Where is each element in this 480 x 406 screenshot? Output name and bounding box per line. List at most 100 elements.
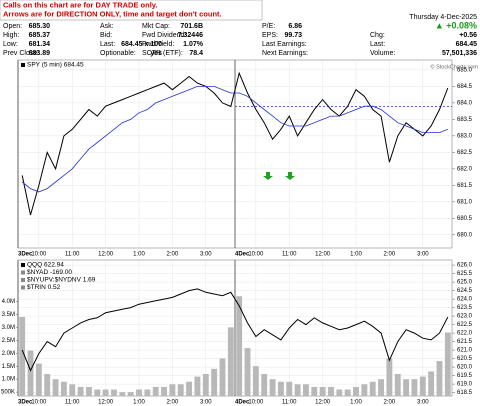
y2-tick-label: 682.5: [457, 150, 473, 156]
volume-bar: [394, 373, 401, 396]
y2-tick-label: 622.0: [457, 331, 473, 337]
volume-bar: [294, 384, 301, 396]
field-value: 7.32446: [178, 32, 203, 39]
field-value: yes: [150, 50, 162, 57]
legend-label: QQQ 622.94: [27, 262, 64, 269]
x-tick-label: 1:00: [350, 400, 362, 406]
field-value: 701.6B: [180, 23, 203, 30]
volume-bar: [353, 386, 359, 396]
y-tick-label: 1.0M: [2, 377, 15, 383]
volume-bar: [344, 389, 351, 396]
volume-bar: [236, 296, 243, 396]
field-label: Open:: [3, 23, 22, 30]
field-value: 57,501,336: [442, 50, 477, 57]
x-tick-label: 10:00: [31, 252, 47, 258]
note-box: [0, 0, 263, 21]
field-label: Mkt Cap:: [142, 23, 170, 30]
field-label: EPS:: [262, 32, 278, 39]
x-tick-label: 3:00: [417, 400, 429, 406]
y2-tick-label: 680.5: [457, 216, 473, 222]
volume-bar: [386, 358, 393, 396]
legend-swatch: [21, 63, 25, 67]
y2-tick-label: 619.0: [457, 382, 473, 388]
field-label: Prev Close:: [3, 50, 39, 57]
x-tick-label: 2:00: [167, 400, 179, 406]
volume-bar: [252, 366, 259, 396]
legend-label: $TRIN 0.52: [27, 284, 61, 291]
field-value: 78.4: [189, 50, 203, 57]
y-tick-label: 3.0M: [2, 325, 15, 331]
field-label: Low:: [3, 41, 18, 48]
volume-bar: [35, 363, 42, 396]
y2-tick-label: 620.0: [457, 365, 473, 371]
volume-bar: [127, 392, 134, 396]
field-value: 684.45: [456, 41, 478, 48]
y-tick-label: 4.0M: [2, 299, 15, 305]
x-tick-label: 4Dec: [235, 252, 250, 258]
volume-bar: [102, 389, 109, 396]
field-label: Last Earnings:: [262, 41, 307, 48]
field-label: Last:: [370, 41, 385, 48]
x-tick-label: 3:00: [200, 252, 212, 258]
field-label: Fwd Dividend:: [142, 32, 186, 39]
field-value: 1.07%: [183, 41, 204, 48]
field-value: 684.45 x 100: [121, 41, 162, 48]
note-line: Calls on this chart are for DAY TRADE on…: [3, 0, 157, 9]
volume-bar: [444, 332, 451, 396]
y2-tick-label: 623.0: [457, 314, 473, 320]
y2-tick-label: 620.5: [457, 356, 473, 362]
y2-tick-label: 622.5: [457, 322, 473, 328]
x-tick-label: 3Dec: [18, 252, 33, 258]
field-label: P/E:: [262, 23, 275, 30]
field-value: 6.86: [288, 23, 302, 30]
volume-bar: [219, 358, 226, 396]
field-value: 685.37: [29, 32, 51, 39]
price-line: [21, 86, 448, 193]
volume-bar: [378, 379, 384, 396]
volume-bar: [244, 348, 251, 396]
volume-bar: [169, 384, 176, 396]
x-tick-label: 12:00: [98, 252, 114, 258]
y-tick-label: 3.5M: [2, 312, 15, 318]
y-tick-label: 500K: [1, 390, 15, 396]
volume-bar: [52, 379, 59, 396]
volume-bar: [44, 373, 51, 396]
x-tick-label: 11:00: [282, 252, 297, 258]
x-tick-label: 2:00: [167, 252, 179, 258]
legend-swatch: [21, 270, 25, 275]
y2-tick-label: 619.5: [457, 373, 473, 379]
date: Thursday 4-Dec-2025: [409, 14, 477, 21]
x-tick-label: 12:00: [98, 400, 114, 406]
y2-tick-label: 683.0: [457, 133, 473, 139]
y2-tick-label: 624.5: [457, 288, 473, 294]
x-tick-label: 11:00: [65, 400, 80, 406]
volume-bar: [111, 389, 117, 396]
y2-tick-label: 621.5: [457, 339, 473, 345]
price-line: [21, 71, 449, 216]
y2-tick-label: 681.5: [457, 183, 473, 189]
volume-bar: [161, 386, 167, 396]
x-tick-label: 12:00: [315, 400, 331, 406]
x-tick-label: 11:00: [65, 252, 80, 258]
field-label: Bid:: [100, 32, 112, 39]
x-tick-label: 4Dec: [235, 400, 250, 406]
volume-bar: [311, 386, 318, 396]
legend-label: $NYAD -169.00: [27, 269, 72, 276]
field-value: 99.73: [284, 32, 302, 39]
volume-bar: [186, 381, 193, 396]
volume-bar: [136, 389, 142, 396]
volume-bar: [269, 379, 276, 396]
volume-bar: [69, 384, 76, 396]
volume-bar: [202, 373, 209, 396]
y2-tick-label: 683.5: [457, 117, 473, 123]
field-label: SCTR (ETF):: [142, 50, 183, 57]
volume-bar: [328, 386, 334, 396]
field-value: 683.89: [29, 50, 51, 57]
volume-bar: [94, 389, 101, 396]
y2-tick-label: 680.0: [457, 232, 473, 238]
x-tick-label: 12:00: [315, 252, 331, 258]
volume-bar: [277, 381, 284, 396]
y2-tick-label: 623.5: [457, 305, 473, 311]
x-tick-label: 2:00: [384, 400, 396, 406]
